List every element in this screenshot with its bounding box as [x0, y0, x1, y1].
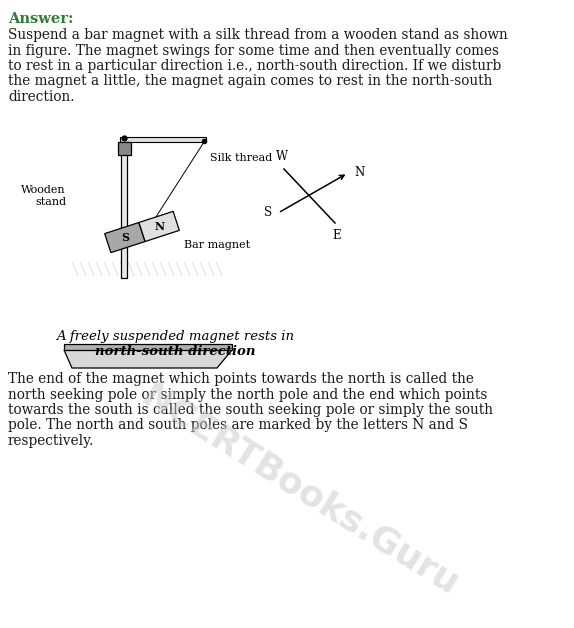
Text: S: S [121, 232, 129, 243]
Text: NCERTBooks.Guru: NCERTBooks.Guru [135, 378, 465, 602]
Polygon shape [64, 344, 232, 350]
Polygon shape [64, 350, 232, 368]
Text: W: W [276, 150, 288, 163]
Text: respectively.: respectively. [8, 434, 94, 448]
Text: S: S [264, 207, 272, 220]
Text: Answer:: Answer: [8, 12, 73, 26]
Text: north seeking pole or simply the north pole and the end which points: north seeking pole or simply the north p… [8, 387, 487, 401]
Text: direction.: direction. [8, 90, 75, 104]
Bar [120, 137, 206, 142]
Text: Silk thread: Silk thread [210, 153, 272, 163]
Bar [118, 142, 131, 155]
Text: The end of the magnet which points towards the north is called the: The end of the magnet which points towar… [8, 372, 474, 386]
Text: E: E [333, 229, 342, 242]
Text: towards the south is called the south seeking pole or simply the south: towards the south is called the south se… [8, 403, 493, 417]
Text: pole. The north and south poles are marked by the letters N and S: pole. The north and south poles are mark… [8, 418, 468, 433]
Text: Suspend a bar magnet with a silk thread from a wooden stand as shown: Suspend a bar magnet with a silk thread … [8, 28, 508, 42]
Text: to rest in a particular direction i.e., north-south direction. If we disturb: to rest in a particular direction i.e., … [8, 59, 501, 73]
Text: stand: stand [35, 197, 66, 207]
Bar [121, 138, 127, 278]
Text: in figure. The magnet swings for some time and then eventually comes: in figure. The magnet swings for some ti… [8, 43, 499, 58]
Polygon shape [139, 212, 179, 242]
Text: N: N [354, 166, 364, 180]
Text: A freely suspended magnet rests in: A freely suspended magnet rests in [56, 330, 294, 343]
Text: Wooden: Wooden [21, 185, 66, 195]
Text: N: N [154, 221, 164, 232]
Polygon shape [104, 222, 145, 252]
Text: north-south direction: north-south direction [95, 345, 255, 358]
Text: the magnet a little, the magnet again comes to rest in the north-south: the magnet a little, the magnet again co… [8, 75, 492, 89]
Text: Bar magnet: Bar magnet [184, 240, 250, 250]
